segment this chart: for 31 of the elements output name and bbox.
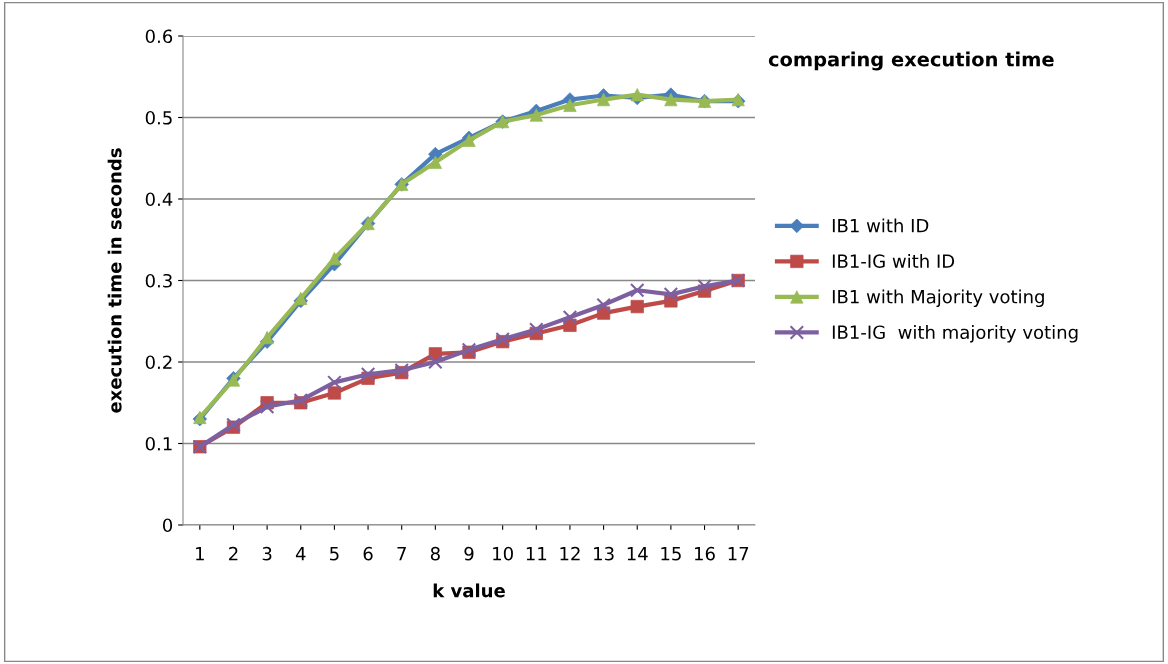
x-tick-label: 16 [695, 546, 715, 561]
y-axis-title: execution time in seconds [107, 148, 122, 413]
y-tick-label: 0.1 [145, 436, 172, 451]
x-tick-label: 8 [430, 546, 440, 561]
text: comparing execution time [768, 51, 1054, 71]
y-tick-label: 0.2 [145, 355, 172, 370]
x-tick-label: 2 [229, 546, 238, 561]
x-tick-label: 3 [262, 546, 272, 561]
x-tick-label: 11 [526, 547, 547, 561]
legend-label: IB1 with ID [832, 218, 929, 233]
x-tick-label: 7 [397, 547, 406, 561]
y-tick-label: 0 [162, 518, 173, 533]
x-tick-label: 9 [464, 546, 474, 561]
x-axis-title: k value [433, 583, 505, 598]
legend-label: IB1-IG with majority voting [832, 325, 1078, 343]
legend-label: IB1-IG with ID [832, 254, 955, 268]
x-tick-label: 6 [363, 546, 373, 561]
y-tick-label: 0.5 [145, 110, 172, 125]
x-tick-label: 12 [560, 546, 580, 561]
x-tick-label: 10 [493, 546, 513, 561]
x-tick-label: 4 [295, 547, 306, 561]
y-tick-label: 0.3 [145, 273, 172, 288]
y-tick-label: 0.4 [145, 192, 173, 207]
x-tick-label: 13 [594, 546, 614, 561]
x-tick-label: 14 [627, 547, 648, 561]
x-tick-label: 1 [196, 547, 204, 561]
y-tick-label: 0.6 [145, 29, 173, 44]
x-tick-label: 17 [728, 547, 749, 561]
legend-label: IB1 with Majority voting [832, 289, 1044, 307]
x-tick-label: 15 [661, 547, 681, 561]
x-tick-label: 5 [330, 547, 339, 561]
